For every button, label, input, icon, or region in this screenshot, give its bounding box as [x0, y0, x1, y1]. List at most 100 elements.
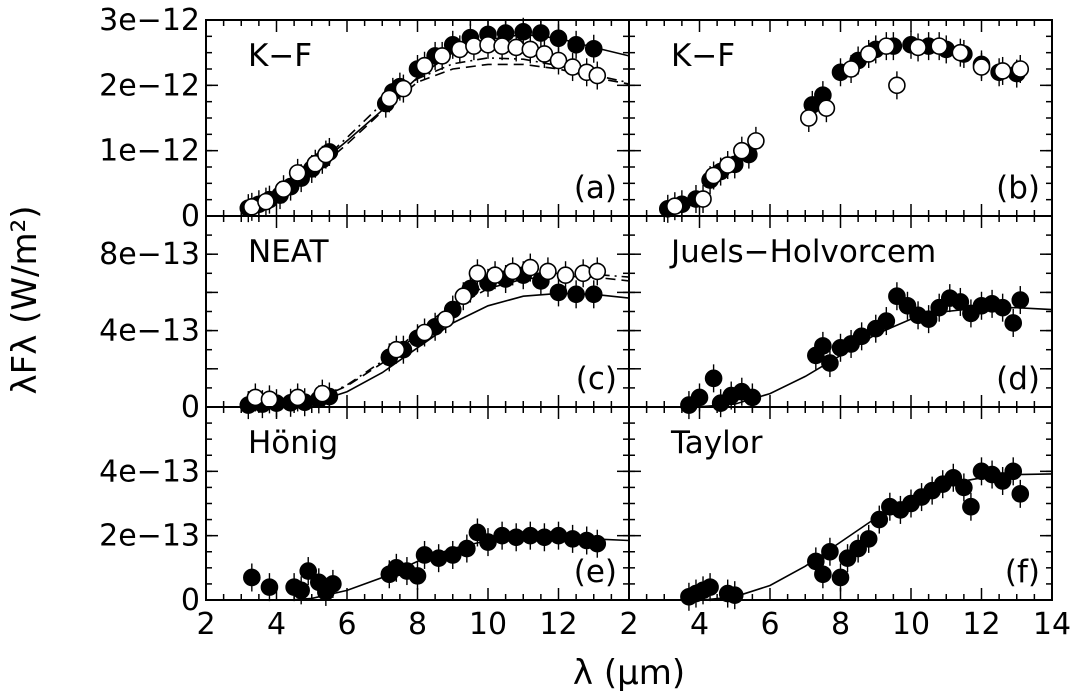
model-curve-dashed — [241, 63, 629, 214]
data-point-filled — [821, 542, 839, 561]
data-point-filled — [584, 285, 603, 304]
data-point-open — [888, 76, 906, 95]
data-point-open — [380, 89, 399, 108]
data-point-filled — [514, 22, 533, 41]
data-point-filled — [831, 568, 850, 587]
data-point-open — [817, 99, 836, 117]
data-point-filled — [852, 327, 871, 346]
data-point-filled — [299, 562, 318, 580]
y-tick-label: 0 — [181, 583, 200, 618]
data-point-filled — [429, 549, 448, 567]
x-tick-label: 14 — [1033, 607, 1071, 642]
data-point-filled — [962, 497, 980, 516]
x-tick-label: 12 — [539, 607, 577, 642]
data-point-open — [549, 51, 568, 70]
data-point-open — [972, 58, 991, 76]
data-point-open — [436, 310, 455, 328]
data-point-open — [539, 262, 557, 281]
data-point-open — [877, 37, 896, 55]
data-point-open — [288, 388, 307, 407]
data-point-filled — [870, 510, 889, 529]
data-point-filled — [260, 578, 279, 596]
data-point-open — [859, 45, 878, 63]
data-point-filled — [1011, 291, 1030, 309]
data-point-filled — [549, 526, 568, 545]
data-point-filled — [243, 568, 261, 587]
data-point-open — [450, 40, 469, 59]
panel-letter: (b) — [996, 170, 1040, 206]
data-point-open — [433, 47, 451, 65]
data-point-filled — [993, 298, 1012, 317]
panel-name: NEAT — [248, 234, 330, 270]
data-point-open — [468, 264, 487, 283]
panel-e: 0 2e−13 4e−13 2 4 6 8 10 12 Hönig (e) — [99, 406, 630, 642]
y-tick-label: 1e−12 — [99, 134, 200, 169]
data-point-open — [257, 192, 275, 211]
panel-name: Hönig — [248, 425, 338, 461]
panels: 0 1e−12 2e−12 3e−12 K−F (a) K−F (b) 0 4e−13 8e−13 N… — [99, 3, 1071, 642]
data-point-filled — [588, 534, 607, 553]
x-tick-label: 12 — [962, 607, 1000, 642]
y-tick-label: 2e−12 — [99, 68, 200, 103]
data-point-open — [732, 141, 751, 160]
data-point-filled — [324, 575, 342, 593]
x-tick-label: 2 — [619, 607, 638, 642]
data-point-open — [588, 262, 607, 281]
model-curve-solid — [706, 473, 1052, 600]
data-point-open — [842, 60, 860, 78]
panel-letter: (c) — [576, 361, 617, 397]
panel-b: K−F (b) — [628, 19, 1053, 223]
data-point-open — [415, 56, 434, 75]
data-point-open — [799, 109, 818, 127]
data-point-open — [909, 38, 927, 57]
y-tick-label: 0 — [181, 390, 200, 425]
data-point-filled — [408, 567, 427, 585]
data-point-open — [718, 156, 737, 174]
panel-c: 0 4e−13 8e−13 NEAT (c) — [99, 215, 630, 425]
panel-letter: (f) — [1005, 554, 1040, 590]
x-tick-label: 6 — [760, 607, 779, 642]
data-point-open — [387, 340, 406, 359]
x-tick-label: 10 — [469, 607, 507, 642]
data-point-filled — [955, 478, 973, 497]
data-point-open — [666, 197, 684, 215]
panel-letter: (a) — [574, 170, 617, 206]
y-tick-label: 8e−13 — [99, 237, 200, 272]
x-tick-label: 6 — [337, 607, 356, 642]
data-point-filled — [292, 581, 310, 600]
data-point-open — [704, 166, 723, 185]
data-point-filled — [821, 354, 839, 372]
data-point-filled — [458, 539, 476, 558]
data-point-open — [747, 132, 765, 150]
data-point-open — [535, 45, 554, 63]
data-point-filled — [919, 310, 938, 328]
x-axis-title: λ (μm) — [573, 653, 685, 693]
data-point-filled — [567, 36, 585, 54]
data-point-filled — [415, 546, 434, 564]
data-point-open — [313, 384, 332, 403]
x-tick-label: 10 — [892, 607, 930, 642]
data-point-open — [260, 390, 279, 409]
data-point-filled — [1011, 485, 1030, 503]
data-point-open — [521, 258, 540, 277]
data-point-filled — [549, 283, 568, 302]
data-point-open — [486, 266, 504, 285]
data-point-filled — [690, 388, 709, 407]
y-tick-label: 4e−13 — [99, 454, 200, 489]
data-point-open — [588, 66, 607, 85]
panel-d: Juels−Holvorcem (d) — [628, 215, 1053, 420]
panel-a: 0 1e−12 2e−12 3e−12 K−F (a) — [99, 3, 630, 234]
y-tick-label: 3e−12 — [99, 3, 200, 38]
data-point-filled — [584, 39, 603, 58]
panel-letter: (d) — [996, 361, 1040, 397]
data-point-filled — [701, 578, 719, 596]
data-point-open — [394, 79, 413, 98]
data-point-filled — [725, 586, 744, 604]
x-tick-label: 8 — [831, 607, 850, 642]
data-point-open — [694, 190, 712, 208]
data-point-open — [317, 145, 335, 164]
x-tick-label: 2 — [196, 607, 215, 642]
y-axis-title: λFλ (W/m²) — [5, 206, 45, 395]
data-point-filled — [814, 565, 832, 584]
data-point-open — [274, 180, 293, 199]
